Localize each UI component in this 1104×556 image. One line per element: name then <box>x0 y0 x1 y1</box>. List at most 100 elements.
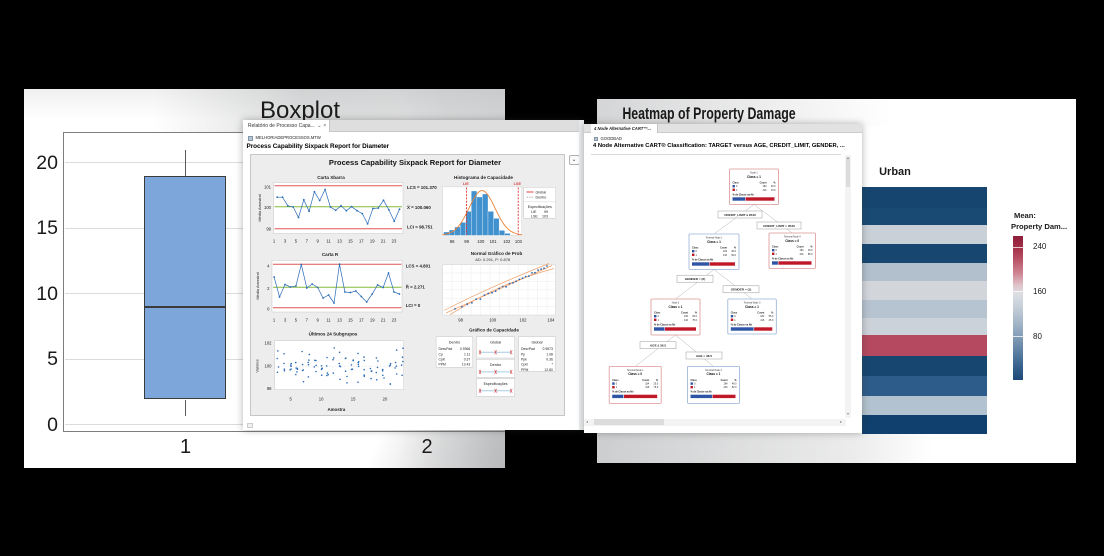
svg-text:45.0: 45.0 <box>769 319 774 322</box>
svg-text:416: 416 <box>763 189 768 192</box>
svg-text:103: 103 <box>515 239 523 244</box>
svg-text:Class = 1: Class = 1 <box>669 305 683 309</box>
svg-text:Count: Count <box>642 379 649 382</box>
svg-text:%: % <box>810 246 813 249</box>
svg-text:184: 184 <box>763 185 768 188</box>
svg-text:CREDIT_LIMIT ≤ 9540: CREDIT_LIMIT ≤ 9540 <box>724 213 756 217</box>
svg-text:1: 1 <box>694 386 696 389</box>
svg-text:4: 4 <box>267 263 270 268</box>
svg-text:Class: Class <box>654 312 661 315</box>
svg-text:%: % <box>773 182 776 185</box>
svg-text:CpK: CpK <box>439 358 446 362</box>
svg-text:Class: Class <box>733 182 740 185</box>
svg-text:Amostra: Amostra <box>327 407 345 412</box>
svg-text:Count: Count <box>681 312 688 315</box>
svg-text:13: 13 <box>337 318 342 323</box>
svg-text:1: 1 <box>616 386 618 389</box>
svg-text:Histograma de Capacidade: Histograma de Capacidade <box>454 175 513 180</box>
svg-text:17: 17 <box>359 238 364 243</box>
svg-text:23: 23 <box>392 238 397 243</box>
svg-text:99: 99 <box>464 239 469 244</box>
svg-text:Class: Class <box>772 246 779 249</box>
svg-text:11: 11 <box>326 318 331 323</box>
svg-text:0: 0 <box>736 185 738 188</box>
svg-text:0: 0 <box>696 250 698 253</box>
svg-text:Média Amostral: Média Amostral <box>257 194 262 222</box>
svg-text:% de Classe na Nó: % de Classe na Nó <box>612 391 634 394</box>
svg-text:52.0: 52.0 <box>732 386 737 389</box>
svg-text:%: % <box>734 247 737 250</box>
svg-text:LCS = 4.801: LCS = 4.801 <box>406 263 431 268</box>
svg-text:Global: Global <box>536 191 547 195</box>
svg-text:19: 19 <box>370 238 375 243</box>
svg-text:LCS = 101.370: LCS = 101.370 <box>407 185 437 190</box>
svg-text:40.0: 40.0 <box>731 250 736 253</box>
svg-text:21: 21 <box>381 318 386 323</box>
svg-text:1: 1 <box>776 253 778 256</box>
svg-text:0.37: 0.37 <box>464 358 471 362</box>
svg-text:102: 102 <box>265 341 273 346</box>
svg-text:11: 11 <box>326 238 331 243</box>
svg-text:99: 99 <box>544 210 548 214</box>
svg-text:98: 98 <box>458 318 463 323</box>
svg-text:100: 100 <box>264 205 272 210</box>
svg-text:416: 416 <box>760 319 765 322</box>
svg-text:Class: Class <box>612 379 619 382</box>
svg-text:Cp: Cp <box>439 352 443 356</box>
svg-text:*: * <box>552 363 554 367</box>
svg-text:13: 13 <box>337 238 342 243</box>
svg-text:1: 1 <box>734 319 736 322</box>
svg-text:PPM: PPM <box>521 368 529 372</box>
svg-text:104: 104 <box>548 318 556 323</box>
svg-text:15: 15 <box>351 397 356 402</box>
svg-text:Class: Class <box>691 379 698 382</box>
svg-text:Carta Xbarra: Carta Xbarra <box>317 175 345 180</box>
svg-text:% de Classe na Nó: % de Classe na Nó <box>654 323 676 326</box>
svg-text:101: 101 <box>490 239 498 244</box>
svg-text:19: 19 <box>370 318 375 323</box>
svg-text:Count: Count <box>721 379 728 382</box>
svg-text:1: 1 <box>736 189 738 192</box>
svg-text:98: 98 <box>450 239 455 244</box>
svg-text:12.80: 12.80 <box>544 368 553 372</box>
svg-text:Especificações: Especificações <box>528 205 552 209</box>
svg-text:R̅ = 2.271: R̅ = 2.271 <box>405 285 425 290</box>
svg-text:85.0: 85.0 <box>808 253 813 256</box>
svg-text:Class = 1: Class = 1 <box>707 240 721 244</box>
svg-text:GENDER = (0): GENDER = (0) <box>685 277 706 281</box>
svg-text:Class = 1: Class = 1 <box>745 305 759 309</box>
svg-text:Cpm: Cpm <box>521 363 528 367</box>
svg-text:5: 5 <box>295 318 298 323</box>
svg-text:3: 3 <box>284 318 287 323</box>
svg-text:1.08: 1.08 <box>546 352 553 356</box>
svg-text:5: 5 <box>290 397 293 402</box>
svg-text:GENDER = (1): GENDER = (1) <box>731 288 752 292</box>
svg-text:Dentro: Dentro <box>490 363 501 367</box>
svg-text:Class: Class <box>731 312 738 315</box>
svg-text:Últimos 24 Subgrupos: Últimos 24 Subgrupos <box>309 331 358 337</box>
svg-text:Terminal Node 3: Terminal Node 3 <box>744 302 761 305</box>
svg-text:75.0: 75.0 <box>692 319 697 322</box>
svg-text:Pp: Pp <box>521 352 525 356</box>
svg-text:1: 1 <box>273 318 276 323</box>
svg-text:Global: Global <box>532 341 543 345</box>
svg-text:20: 20 <box>383 397 388 402</box>
svg-text:Count: Count <box>720 247 727 250</box>
svg-text:55.0: 55.0 <box>769 315 774 318</box>
svg-text:10: 10 <box>319 397 324 402</box>
svg-text:Class = 0: Class = 0 <box>785 239 799 243</box>
svg-text:LIE: LIE <box>531 210 537 214</box>
svg-text:Node 1: Node 1 <box>750 173 758 175</box>
svg-text:DesvPad: DesvPad <box>439 347 453 351</box>
svg-text:Terminal Node 2: Terminal Node 2 <box>705 369 722 372</box>
svg-text:AD: 0.201, P: 0.878: AD: 0.201, P: 0.878 <box>475 257 511 262</box>
svg-text:Class = 1: Class = 1 <box>747 175 761 179</box>
svg-text:0: 0 <box>694 383 696 386</box>
svg-text:LSE: LSE <box>514 182 522 186</box>
svg-text:0: 0 <box>267 306 270 311</box>
svg-text:Valores: Valores <box>255 359 260 372</box>
svg-text:Terminal Node 1: Terminal Node 1 <box>706 237 723 240</box>
svg-text:3: 3 <box>284 238 287 243</box>
svg-text:LCI = 0: LCI = 0 <box>406 303 421 308</box>
svg-text:Ppk: Ppk <box>521 358 527 362</box>
